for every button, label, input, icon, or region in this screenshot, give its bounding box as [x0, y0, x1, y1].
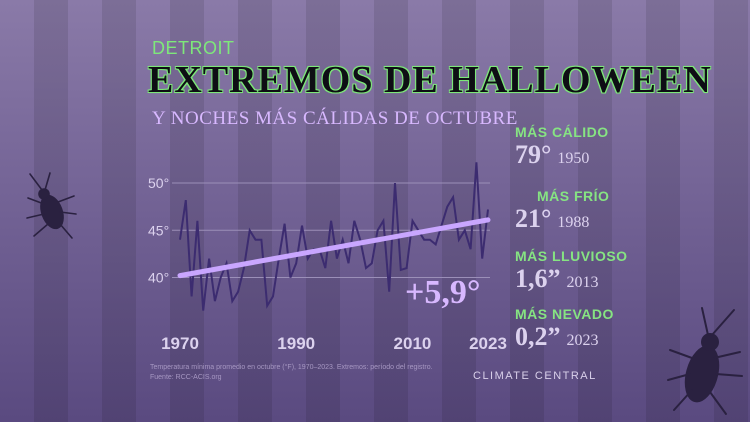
source-line: Temperatura mínima promedio en octubre (…: [150, 364, 433, 371]
source-line: Fuente: RCC-ACIS.org: [150, 374, 222, 381]
stat-warmest: MÁS CÁLIDO 79° 1950: [515, 124, 635, 170]
stat-year: 1988: [557, 214, 590, 231]
x-tick-label: 2010: [394, 334, 432, 353]
source-note: Temperatura mínima promedio en octubre (…: [150, 363, 433, 383]
stat-year: 2023: [566, 332, 599, 349]
stat-wettest: MÁS LLUVIOSO 1,6” 2013: [515, 248, 635, 294]
stat-value: 0,2”: [515, 322, 561, 351]
city-kicker: DETROIT: [152, 38, 235, 58]
cockroach-icon: [26, 172, 77, 239]
stat-value: 79°: [515, 140, 552, 169]
y-tick-label: 45°: [148, 222, 169, 238]
x-axis-labels: 1970 1990 2010 2023: [161, 334, 507, 353]
stat-label: MÁS LLUVIOSO: [515, 248, 628, 264]
y-tick-label: 40°: [148, 270, 169, 286]
stat-value: 21°: [515, 204, 552, 233]
page-title: EXTREMOS DE HALLOWEEN: [148, 59, 712, 101]
cockroach-icon: [667, 307, 743, 415]
brand-logo: CLIMATE CENTRAL: [473, 370, 597, 382]
stat-year: 1950: [557, 150, 590, 167]
y-tick-label: 50°: [148, 175, 169, 191]
stat-value: 1,6”: [515, 264, 561, 293]
trend-change-label: +5,9°: [405, 274, 480, 311]
y-axis-labels: 50° 45° 40°: [148, 175, 169, 285]
stat-label: MÁS NEVADO: [515, 306, 614, 322]
stat-label: MÁS FRÍO: [537, 188, 610, 204]
stat-label: MÁS CÁLIDO: [515, 124, 609, 140]
x-tick-label: 2023: [469, 334, 507, 353]
stat-snowiest: MÁS NEVADO 0,2” 2023: [515, 306, 635, 352]
stat-year: 2013: [566, 274, 599, 291]
x-tick-label: 1990: [277, 334, 315, 353]
page-subtitle: Y NOCHES MÁS CÁLIDAS DE OCTUBRE: [152, 108, 518, 129]
stat-coldest: MÁS FRÍO 21° 1988: [515, 188, 635, 234]
x-tick-label: 1970: [161, 334, 199, 353]
brand-text: CLIMATE CENTRAL: [473, 370, 597, 382]
temperature-series-line: [179, 162, 489, 311]
trend-line: [177, 217, 491, 279]
